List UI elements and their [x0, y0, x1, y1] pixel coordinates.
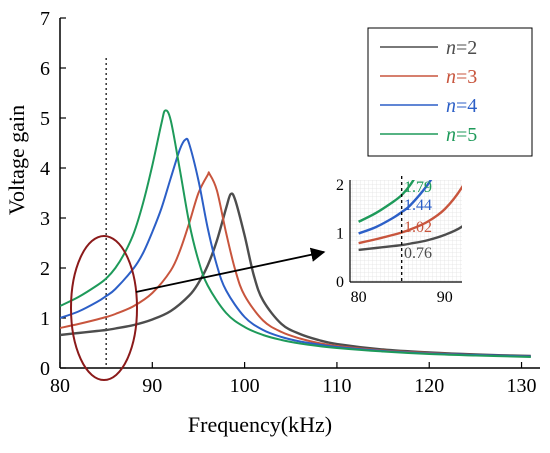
inset-value-label: 1.44 — [404, 197, 432, 214]
inset-plot: 80 90 0 1 2 1.791.44 1.02 0.76 — [336, 176, 462, 306]
legend: n=2 n=3 n=4 n=5 — [367, 27, 533, 157]
y-tick-label: 3 — [40, 208, 50, 230]
x-tick-label: 100 — [230, 375, 260, 397]
legend-label: n=3 — [446, 66, 477, 88]
x-tick-label: 90 — [142, 375, 162, 397]
legend-label: n=4 — [446, 95, 477, 117]
series-group — [60, 109, 531, 358]
inset-value-label: 1.02 — [404, 219, 432, 236]
y-tick-label: 4 — [40, 158, 50, 180]
inset-x-tick-label: 90 — [437, 289, 453, 306]
inset-value-label: 1.79 — [404, 179, 432, 196]
inset-y-tick-label: 1 — [336, 225, 344, 242]
inset-y-tick-label: 2 — [336, 177, 344, 194]
y-tick-label: 6 — [40, 58, 50, 80]
y-tick-group: 0 1 2 3 4 5 6 7 — [40, 8, 66, 380]
series-line-n4 — [60, 137, 531, 358]
y-tick-label: 0 — [40, 358, 50, 380]
y-tick-label: 5 — [40, 108, 50, 130]
inset-series-line-n2 — [358, 225, 462, 252]
inset-x-tick-label: 80 — [351, 289, 367, 306]
y-axis-title: Voltage gain — [4, 105, 29, 215]
inset-series-line-n5 — [358, 180, 415, 223]
inset-series-line-n4 — [358, 180, 433, 235]
zoom-arrow — [135, 247, 326, 293]
x-tick-label: 80 — [50, 375, 70, 397]
inset-y-tick-label: 0 — [336, 274, 344, 291]
inset-value-label: 0.76 — [404, 245, 432, 262]
x-tick-label: 110 — [322, 375, 351, 397]
x-tick-label: 120 — [414, 375, 444, 397]
x-tick-group: 80 90 100 110 120 130 — [50, 362, 537, 397]
y-tick-label: 1 — [40, 308, 50, 330]
highlight-ellipse — [70, 235, 138, 381]
legend-label: n=2 — [446, 37, 477, 59]
y-tick-label: 2 — [40, 258, 50, 280]
y-tick-label: 7 — [40, 8, 50, 30]
series-line-n3 — [60, 171, 531, 358]
series-line-n2 — [60, 192, 531, 358]
legend-label: n=5 — [446, 124, 477, 146]
series-line-n5 — [60, 109, 531, 358]
x-axis-title: Frequency(kHz) — [188, 412, 332, 437]
inset-series-line-n3 — [358, 184, 462, 245]
x-tick-label: 130 — [507, 375, 537, 397]
